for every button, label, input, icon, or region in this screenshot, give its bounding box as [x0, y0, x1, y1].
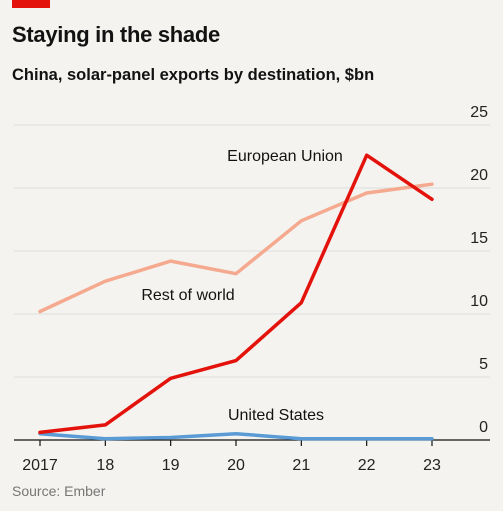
series-line-united-states: [38, 431, 434, 441]
x-tick-label-22: 22: [358, 457, 376, 474]
y-axis-ticks: 0 5 10 15 20 25: [470, 104, 488, 436]
x-tick-label-2017: 2017: [22, 457, 58, 474]
series-labels: European Union Rest of world United States: [141, 148, 343, 424]
chart-title: Staying in the shade: [12, 22, 220, 47]
y-tick-label-25: 25: [470, 104, 488, 121]
x-tick-label-21: 21: [292, 457, 310, 474]
series-line-rest-of-world: [38, 182, 434, 314]
series-label-united-states: United States: [228, 407, 324, 424]
brand-red-tag: [12, 0, 50, 8]
y-tick-label-20: 20: [470, 167, 488, 184]
series-lines: [38, 153, 434, 441]
y-tick-label-0: 0: [479, 419, 488, 436]
y-tick-label-10: 10: [470, 293, 488, 310]
series-line-european-union: [38, 153, 434, 435]
x-tick-label-18: 18: [96, 457, 114, 474]
series-label-rest-of-world: Rest of world: [141, 287, 234, 304]
y-tick-label-15: 15: [470, 230, 488, 247]
source-note: Source: Ember: [12, 483, 106, 499]
series-label-european-union: European Union: [227, 148, 343, 165]
x-axis-ticks: 2017 18 19 20 21 22 23: [14, 439, 490, 474]
x-tick-label-19: 19: [162, 457, 180, 474]
y-tick-label-5: 5: [479, 356, 488, 373]
x-tick-label-23: 23: [423, 457, 441, 474]
chart-subtitle: China, solar-panel exports by destinatio…: [12, 66, 375, 84]
x-tick-label-20: 20: [227, 457, 245, 474]
